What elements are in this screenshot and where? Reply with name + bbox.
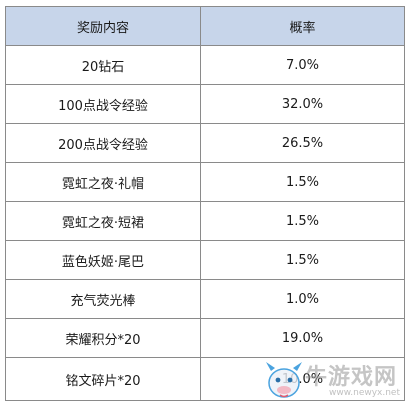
reward-item: 蓝色妖姬·尾巴 [5, 240, 201, 280]
reward-item: 充气荧光棒 [5, 279, 201, 319]
table-row: 充气荧光棒 1.0% [5, 279, 405, 319]
reward-rate: 32.0% [200, 84, 405, 124]
table-row: 20钻石 7.0% [5, 45, 405, 85]
table-header-row: 奖励内容 概率 [5, 6, 405, 46]
table-header: 奖励内容 概率 [5, 6, 405, 46]
reward-probability-panel: 奖励内容 概率 20钻石 7.0% 100点战令经验 32.0% 200点战令经… [5, 6, 405, 401]
header-probability: 概率 [200, 6, 405, 46]
reward-rate: 26.5% [200, 123, 405, 163]
reward-item: 荣耀积分*20 [5, 318, 201, 358]
table-row: 铭文碎片*20 10.0% [5, 357, 405, 401]
reward-item: 20钻石 [5, 45, 201, 85]
table-row: 100点战令经验 32.0% [5, 84, 405, 124]
header-reward-content: 奖励内容 [5, 6, 201, 46]
reward-item: 霓虹之夜·礼帽 [5, 162, 201, 202]
table-row: 蓝色妖姬·尾巴 1.5% [5, 240, 405, 280]
reward-probability-table: 奖励内容 概率 20钻石 7.0% 100点战令经验 32.0% 200点战令经… [5, 6, 405, 401]
table-row: 荣耀积分*20 19.0% [5, 318, 405, 358]
reward-rate: 1.5% [200, 201, 405, 241]
reward-rate: 1.5% [200, 162, 405, 202]
reward-rate: 7.0% [200, 45, 405, 85]
reward-rate: 19.0% [200, 318, 405, 358]
reward-rate: 1.0% [200, 279, 405, 319]
reward-rate: 1.5% [200, 240, 405, 280]
table-body: 20钻石 7.0% 100点战令经验 32.0% 200点战令经验 26.5% … [5, 45, 405, 401]
reward-rate: 10.0% [200, 357, 405, 401]
table-row: 200点战令经验 26.5% [5, 123, 405, 163]
reward-item: 霓虹之夜·短裙 [5, 201, 201, 241]
table-row: 霓虹之夜·礼帽 1.5% [5, 162, 405, 202]
reward-item: 100点战令经验 [5, 84, 201, 124]
reward-item: 200点战令经验 [5, 123, 201, 163]
table-row: 霓虹之夜·短裙 1.5% [5, 201, 405, 241]
reward-item: 铭文碎片*20 [5, 357, 201, 401]
